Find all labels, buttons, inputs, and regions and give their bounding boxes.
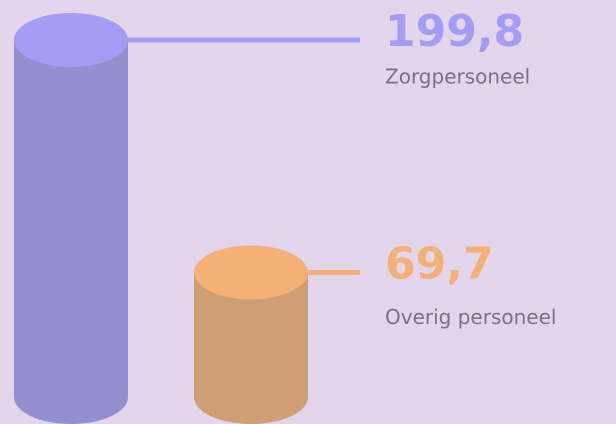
value-label: 69,7	[385, 238, 494, 289]
category-label: Overig personeel	[385, 305, 556, 329]
cylinder-body	[194, 272, 308, 424]
category-label: Zorgpersoneel	[385, 65, 530, 89]
value-label: 199,8	[385, 6, 524, 57]
cylinder-body	[14, 40, 128, 424]
